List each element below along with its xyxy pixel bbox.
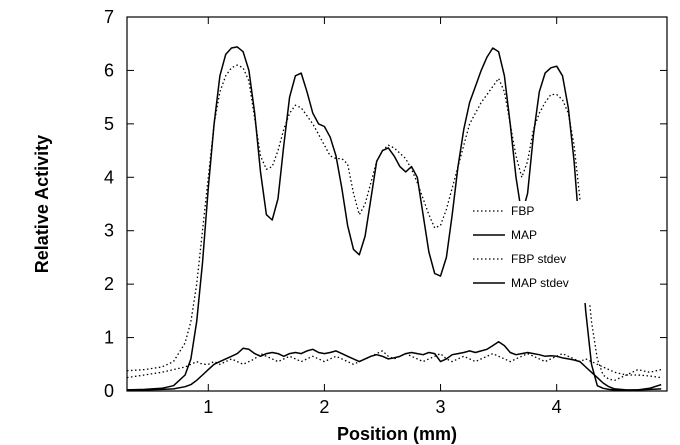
y-tick-label: 1	[104, 328, 114, 348]
series-line-fbp	[127, 64, 662, 381]
legend: FBP MAP FBP stdev MAP stdev	[465, 201, 600, 303]
y-axis-label: Relative Activity	[32, 135, 52, 273]
y-tick-label: 5	[104, 114, 114, 134]
series-line-map	[127, 46, 662, 391]
legend-label: FBP stdev	[511, 252, 566, 266]
x-axis-label: Position (mm)	[337, 424, 457, 444]
y-tick-label: 7	[104, 7, 114, 27]
series-line-fbp-stdev	[127, 350, 662, 379]
x-tick-label: 4	[552, 397, 562, 417]
legend-label: MAP stdev	[511, 276, 569, 290]
x-tick-label: 3	[436, 397, 446, 417]
y-tick-label: 4	[104, 167, 114, 187]
x-tick-label: 1	[203, 397, 213, 417]
legend-background	[465, 201, 600, 303]
series	[127, 46, 662, 391]
y-tick-label: 2	[104, 274, 114, 294]
ticks: 1 2 3 4 0 1 2 3 4 5 6 7	[104, 7, 667, 417]
y-tick-label: 6	[104, 60, 114, 80]
y-tick-label: 0	[104, 381, 114, 401]
y-tick-label: 3	[104, 221, 114, 241]
legend-label: MAP	[511, 228, 537, 242]
series-line-map-stdev	[127, 341, 662, 391]
plot-frame	[126, 16, 668, 392]
x-tick-label: 2	[319, 397, 329, 417]
legend-label: FBP	[511, 204, 534, 218]
